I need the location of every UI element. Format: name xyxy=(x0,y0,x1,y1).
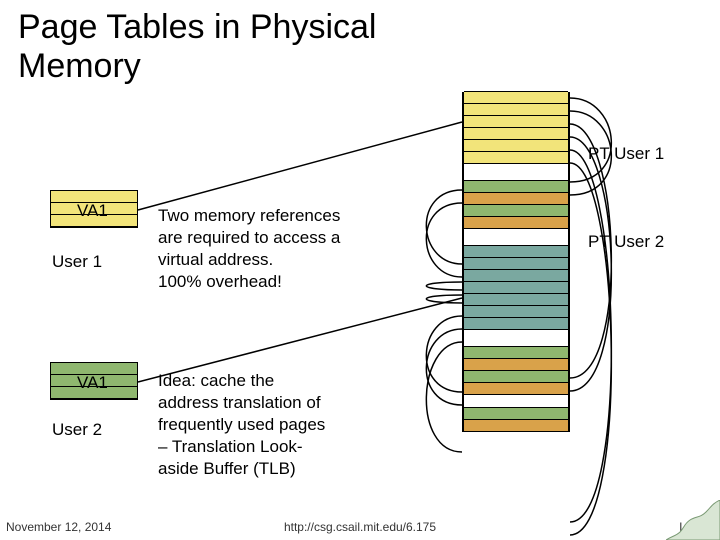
label-pt-user1: PT User 1 xyxy=(588,144,664,164)
label-user2: User 2 xyxy=(52,420,102,440)
label-va1-top: VA1 xyxy=(77,201,108,221)
label-va1-bot: VA1 xyxy=(77,373,108,393)
page-title: Page Tables in Physical Memory xyxy=(18,8,376,86)
label-user1: User 1 xyxy=(52,252,102,272)
textbox-tlb: Idea: cache the address translation of f… xyxy=(158,370,388,480)
footer-date: November 12, 2014 xyxy=(6,520,111,534)
textbox-overhead: Two memory references are required to ac… xyxy=(158,205,398,293)
footer-url: http://csg.csail.mit.edu/6.175 xyxy=(284,520,436,534)
label-pt-user2: PT User 2 xyxy=(588,232,664,252)
physical-memory-column xyxy=(462,92,570,432)
va1-box-user2: VA1 xyxy=(50,362,138,400)
page-corner-icon xyxy=(666,500,720,540)
va1-box-user1: VA1 xyxy=(50,190,138,228)
